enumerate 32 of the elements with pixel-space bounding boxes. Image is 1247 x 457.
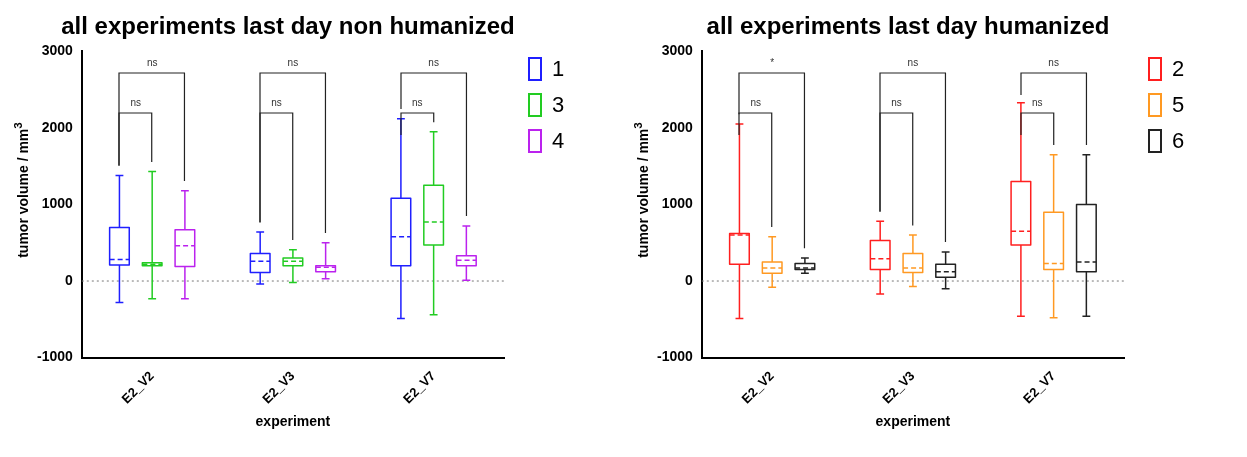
annotation: ns xyxy=(750,96,762,108)
y-tick-label: 1000 xyxy=(41,195,74,212)
annotation: ns xyxy=(891,96,902,108)
legend-label: 2 xyxy=(1172,56,1185,82)
annotation: ns xyxy=(411,96,423,108)
annotation: ns xyxy=(146,56,158,68)
y-tick-label: 1000 xyxy=(661,195,694,212)
legend-label: 4 xyxy=(552,128,565,154)
legend-label: 1 xyxy=(552,56,565,82)
annotation: ns xyxy=(907,56,919,68)
y-tick-label: 2000 xyxy=(661,118,694,135)
legend-label: 6 xyxy=(1172,128,1185,154)
annotation: ns xyxy=(271,96,282,108)
y-tick-label: 3000 xyxy=(661,42,694,59)
annotation: ns xyxy=(1031,96,1043,108)
y-tick-label: 2000 xyxy=(41,118,74,135)
x-axis-title: experiment xyxy=(875,413,951,430)
y-tick-label: -1000 xyxy=(656,348,694,365)
legend-label: 3 xyxy=(552,92,565,118)
x-axis-title: experiment xyxy=(255,413,331,430)
annotation: ns xyxy=(428,56,439,68)
y-tick-label: 0 xyxy=(685,271,694,288)
y-tick-label: -1000 xyxy=(36,348,74,365)
y-tick-label: 0 xyxy=(65,271,74,288)
y-tick-label: 3000 xyxy=(41,42,74,59)
annotation: ns xyxy=(130,96,142,108)
chart-title: all experiments last day humanized xyxy=(705,12,1111,40)
annotation: ns xyxy=(1048,56,1059,68)
annotation: ns xyxy=(287,56,299,68)
legend-label: 5 xyxy=(1172,92,1185,118)
chart-title: all experiments last day non humanized xyxy=(60,12,516,40)
annotation: * xyxy=(770,56,775,68)
